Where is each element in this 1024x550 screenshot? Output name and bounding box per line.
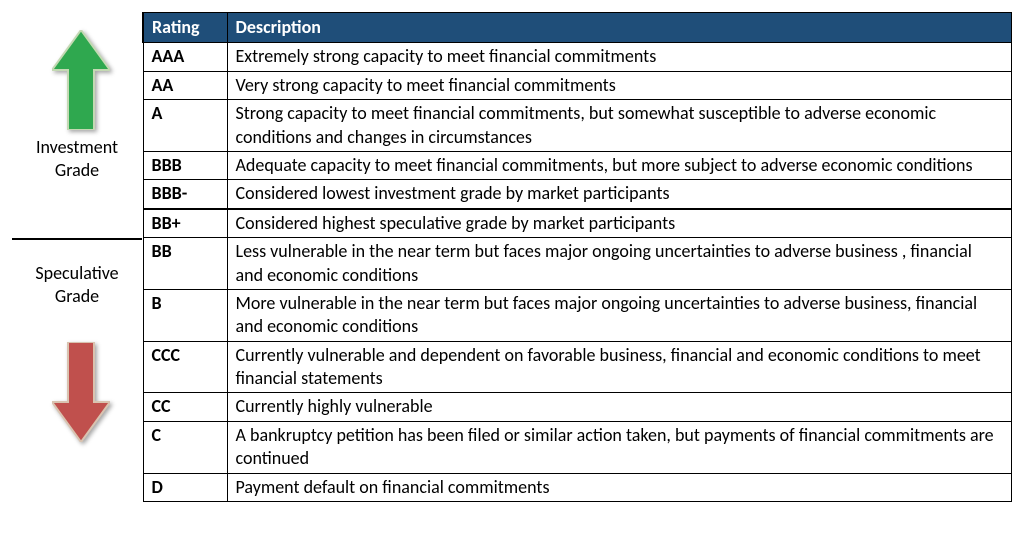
speculative-grade-line1: Speculative <box>35 262 118 284</box>
rating-cell: D <box>143 473 227 501</box>
header-rating: Rating <box>143 13 227 43</box>
rating-cell: BBB <box>143 151 227 179</box>
rating-cell: B <box>143 289 227 341</box>
speculative-grade-label: Speculative Grade <box>12 262 142 309</box>
table-row: CCCCurrently vulnerable and dependent on… <box>143 341 1012 393</box>
description-cell: A bankruptcy petition has been filed or … <box>227 421 1012 473</box>
table-row: BBLess vulnerable in the near term but f… <box>143 238 1012 290</box>
investment-grade-line2: Grade <box>55 159 99 181</box>
table-row: CCCurrently highly vulnerable <box>143 393 1012 421</box>
ratings-table: Rating Description AAAExtremely strong c… <box>142 12 1012 502</box>
description-cell: Currently vulnerable and dependent on fa… <box>227 341 1012 393</box>
sidebar: Investment Grade Speculative Grade <box>12 12 142 502</box>
table-header-row: Rating Description <box>143 13 1012 43</box>
rating-cell: AAA <box>143 43 227 71</box>
ratings-table-container: Rating Description AAAExtremely strong c… <box>142 12 1012 502</box>
description-cell: Strong capacity to meet financial commit… <box>227 100 1012 152</box>
description-cell: More vulnerable in the near term but fac… <box>227 289 1012 341</box>
up-arrow-icon <box>52 30 110 130</box>
description-cell: Considered highest speculative grade by … <box>227 209 1012 238</box>
rating-cell: BB+ <box>143 209 227 238</box>
table-row: BMore vulnerable in the near term but fa… <box>143 289 1012 341</box>
table-row: BBBAdequate capacity to meet financial c… <box>143 151 1012 179</box>
description-cell: Currently highly vulnerable <box>227 393 1012 421</box>
rating-cell: CC <box>143 393 227 421</box>
table-row: BB+Considered highest speculative grade … <box>143 209 1012 238</box>
table-row: DPayment default on financial commitment… <box>143 473 1012 501</box>
description-cell: Very strong capacity to meet financial c… <box>227 71 1012 99</box>
table-row: AStrong capacity to meet financial commi… <box>143 100 1012 152</box>
rating-cell: BBB- <box>143 180 227 209</box>
table-row: AAVery strong capacity to meet financial… <box>143 71 1012 99</box>
down-arrow-icon <box>52 342 110 442</box>
header-description: Description <box>227 13 1012 43</box>
rating-cell: C <box>143 421 227 473</box>
ratings-table-body: AAAExtremely strong capacity to meet fin… <box>143 43 1012 502</box>
rating-cell: CCC <box>143 341 227 393</box>
investment-grade-line1: Investment <box>36 136 118 158</box>
description-cell: Payment default on financial commitments <box>227 473 1012 501</box>
table-row: CA bankruptcy petition has been filed or… <box>143 421 1012 473</box>
description-cell: Extremely strong capacity to meet financ… <box>227 43 1012 71</box>
rating-cell: A <box>143 100 227 152</box>
ratings-infographic: Investment Grade Speculative Grade Ratin… <box>12 12 1012 502</box>
table-row: BBB-Considered lowest investment grade b… <box>143 180 1012 209</box>
investment-grade-label: Investment Grade <box>12 136 142 183</box>
description-cell: Considered lowest investment grade by ma… <box>227 180 1012 209</box>
rating-cell: AA <box>143 71 227 99</box>
speculative-grade-line2: Grade <box>55 285 99 307</box>
description-cell: Less vulnerable in the near term but fac… <box>227 238 1012 290</box>
table-row: AAAExtremely strong capacity to meet fin… <box>143 43 1012 71</box>
description-cell: Adequate capacity to meet financial comm… <box>227 151 1012 179</box>
rating-cell: BB <box>143 238 227 290</box>
section-divider-line <box>12 238 142 240</box>
